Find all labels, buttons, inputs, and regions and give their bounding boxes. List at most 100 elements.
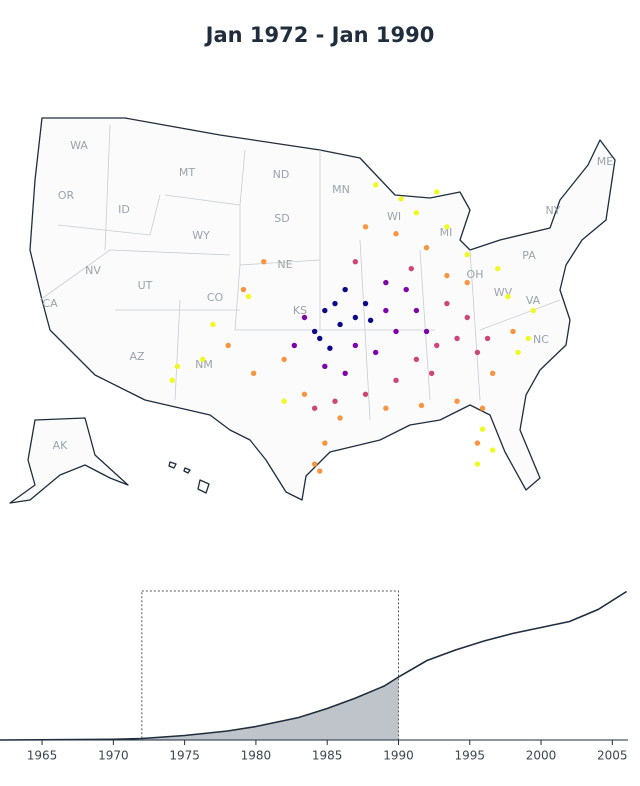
- incident-dot: [484, 335, 491, 342]
- incident-dot: [362, 391, 369, 397]
- incident-dot: [464, 279, 470, 286]
- cumulative-line: [0, 590, 628, 741]
- incident-dot: [322, 363, 328, 370]
- incident-dot: [281, 356, 287, 363]
- incident-dot: [200, 356, 206, 363]
- state-label: ND: [273, 168, 290, 181]
- hawaii-islands: [168, 461, 210, 494]
- x-tick-label: 1980: [241, 749, 272, 763]
- incident-dot: [505, 293, 511, 300]
- state-label: ME: [597, 155, 613, 168]
- incident-dot: [495, 265, 501, 272]
- incident-dot: [301, 314, 308, 321]
- incident-dot: [245, 293, 252, 300]
- us-outline: [29, 117, 616, 501]
- incident-dot: [530, 307, 537, 314]
- state-label: UT: [138, 279, 153, 292]
- state-label: KS: [293, 304, 307, 317]
- x-tick-label: 1990: [383, 749, 414, 763]
- incident-dot: [240, 286, 247, 293]
- state-label: NV: [85, 264, 101, 277]
- incident-dot: [327, 345, 333, 351]
- incident-dot: [413, 210, 420, 216]
- state-border: [39, 124, 561, 421]
- incident-dot: [352, 342, 359, 349]
- incident-dot: [383, 307, 389, 314]
- incident-dot: [342, 286, 348, 293]
- incident-dot: [403, 286, 409, 293]
- incident-dot: [317, 335, 323, 342]
- state-label: OH: [467, 268, 484, 281]
- incident-dot: [444, 300, 450, 307]
- incident-dot: [479, 426, 486, 432]
- incident-dot: [454, 335, 460, 342]
- state-label: PA: [522, 249, 536, 262]
- state-label: CA: [42, 297, 58, 310]
- state-label: MT: [179, 166, 195, 179]
- incident-dot: [464, 314, 470, 321]
- incident-dot: [362, 300, 369, 307]
- incident-dot: [423, 245, 430, 251]
- incident-dot: [317, 468, 323, 474]
- state-label: MI: [440, 226, 453, 239]
- incident-dot: [413, 307, 420, 314]
- incident-dot: [372, 349, 379, 356]
- x-tick-label: 1970: [98, 749, 129, 763]
- incident-dot: [337, 415, 343, 421]
- incident-dot: [393, 328, 399, 335]
- incident-dot: [408, 265, 414, 272]
- state-label: NY: [546, 204, 561, 217]
- incident-dot: [423, 328, 430, 335]
- incident-dot: [464, 251, 470, 258]
- incident-dot: [393, 377, 399, 384]
- title: Jan 1972 - Jan 1990: [204, 23, 435, 47]
- state-label: AZ: [129, 350, 145, 363]
- incident-dot: [444, 272, 450, 279]
- incident-dot: [367, 317, 374, 323]
- incident-dot: [454, 398, 460, 404]
- incident-dot: [342, 370, 348, 377]
- incident-dot: [398, 196, 404, 202]
- state-borders: [39, 124, 561, 421]
- incident-dot: [489, 370, 496, 377]
- incident-dot: [225, 342, 231, 349]
- x-tick-label: 1995: [454, 749, 485, 763]
- incident-dot: [311, 461, 318, 467]
- incident-dot: [352, 314, 359, 321]
- incident-dot: [479, 405, 486, 411]
- incident-dot: [311, 328, 318, 335]
- incident-dot: [322, 307, 328, 314]
- incident-dot: [332, 398, 338, 404]
- incident-dot: [474, 461, 481, 467]
- state-label: NC: [533, 333, 549, 346]
- incident-dot: [515, 349, 521, 356]
- state-label: WA: [70, 139, 88, 152]
- incident-dot: [174, 363, 181, 370]
- incident-dot: [383, 279, 389, 286]
- incident-dot: [393, 231, 399, 237]
- incident-dots: [169, 182, 537, 474]
- x-tick-label: 1985: [312, 749, 343, 763]
- state-label: MN: [332, 183, 350, 196]
- incident-dot: [210, 321, 216, 328]
- state-label: ID: [118, 203, 130, 216]
- timeline: 1965 1970 1975 1980 1985 1990 1995 2000 2005: [0, 590, 628, 763]
- x-tick-label: 1965: [27, 749, 58, 763]
- incident-dot: [362, 224, 369, 230]
- incident-dot: [337, 321, 343, 328]
- incident-dot: [169, 377, 175, 384]
- incident-dot: [489, 447, 496, 453]
- incident-dot: [418, 402, 425, 409]
- incident-dot: [434, 342, 440, 349]
- alaska-outline: [9, 417, 129, 504]
- x-tick-label: 2005: [597, 749, 628, 763]
- incident-dot: [291, 342, 298, 349]
- incident-dot: [281, 398, 287, 404]
- state-label: WY: [192, 229, 210, 242]
- state-label: WI: [387, 210, 401, 223]
- state-label: CO: [207, 291, 224, 304]
- map-shapes: [9, 117, 616, 504]
- state-label: SD: [274, 212, 289, 225]
